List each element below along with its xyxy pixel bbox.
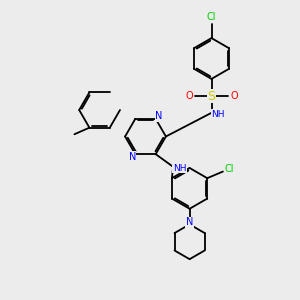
Text: O: O [230,91,238,101]
Text: NH: NH [211,110,225,119]
Text: N: N [129,152,136,162]
Text: O: O [185,91,193,101]
Text: S: S [208,90,215,103]
Text: N: N [186,217,193,227]
Text: Cl: Cl [225,164,234,174]
Text: NH: NH [173,164,187,173]
Text: N: N [155,111,162,122]
Text: Cl: Cl [207,12,216,22]
